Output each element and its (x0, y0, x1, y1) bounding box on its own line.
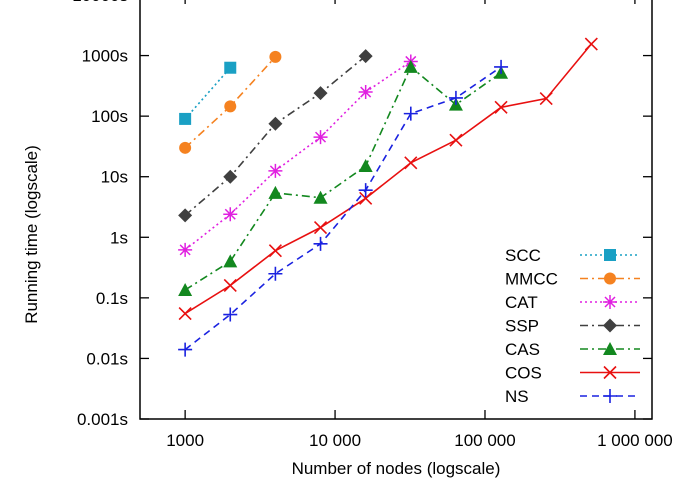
data-point-ns (313, 236, 328, 251)
data-point-ssp (268, 116, 283, 131)
legend-item-scc: SCC (505, 246, 640, 265)
legend-marker-ssp (603, 318, 617, 333)
data-point-cos (268, 244, 282, 258)
legend-label: SSP (505, 317, 539, 336)
data-point-cat (178, 242, 193, 257)
data-point-mmcc (224, 100, 237, 113)
plot-frame (139, 0, 653, 420)
legend-marker-cas (603, 342, 617, 355)
legend-item-ssp: SSP (505, 317, 640, 336)
legend-label: CAT (505, 293, 538, 312)
data-point-cat (358, 85, 373, 100)
axis-ticks: 1000 10 000 100 000 1 000 000 0.001s 0.01s 0.1… (72, 0, 673, 450)
data-point-cos (404, 156, 418, 170)
y-tick-label: 1s (110, 228, 128, 247)
series-ns (178, 59, 509, 357)
legend-item-mmcc: MMCC (505, 270, 640, 289)
data-point-cos (584, 37, 598, 51)
y-tick-label: 0.001s (77, 410, 128, 429)
data-point-cat (223, 207, 238, 222)
data-point-cas (403, 59, 418, 73)
y-tick-label: 0.01s (86, 349, 128, 368)
legend-marker-scc (604, 249, 616, 261)
data-point-cat (313, 130, 328, 145)
legend-item-cas: CAS (505, 340, 640, 359)
data-point-cas (178, 282, 193, 296)
x-tick-label: 1000 (166, 431, 204, 450)
data-point-ssp (223, 169, 238, 184)
data-point-cos (313, 220, 328, 235)
series-line-cat (184, 60, 412, 251)
data-point-cos (359, 191, 373, 205)
legend-label: MMCC (505, 270, 558, 289)
legend-marker-mmcc (604, 272, 616, 285)
data-point-cas (268, 185, 283, 199)
data-point-cos (449, 133, 463, 147)
legend-marker-cat (603, 295, 617, 309)
data-point-ssp (358, 49, 373, 64)
data-point-ssp (313, 86, 328, 101)
data-point-ns (494, 59, 509, 74)
series-scc (179, 61, 237, 125)
legend: SCC MMCC CAT SSP CAS COS NS (505, 246, 640, 406)
data-point-ns (223, 307, 238, 322)
data-point-mmcc (179, 141, 192, 154)
y-tick-label: 10000s (72, 0, 128, 5)
y-tick-label: 10s (101, 168, 128, 187)
data-point-ns (448, 90, 463, 105)
data-point-mmcc (269, 50, 282, 63)
data-point-cas (313, 190, 328, 204)
series-line-scc (184, 67, 231, 120)
series-cat (178, 54, 418, 257)
series-cos (178, 37, 598, 321)
series-ssp (178, 49, 373, 223)
data-point-ssp (178, 208, 193, 223)
x-tick-label: 10 000 (309, 431, 361, 450)
data-point-cos (494, 100, 508, 114)
x-tick-label: 1 000 000 (597, 431, 673, 450)
series-line-cas (184, 65, 502, 291)
legend-item-cat: CAT (505, 293, 640, 312)
plot-series (178, 37, 598, 357)
legend-item-cos: COS (505, 364, 640, 383)
data-point-ns (178, 342, 193, 357)
data-point-scc (179, 112, 192, 125)
legend-marker-cos (603, 365, 617, 380)
series-line-ns (184, 66, 502, 351)
data-point-scc (224, 61, 237, 74)
legend-item-ns: NS (505, 387, 640, 406)
y-axis-label: Running time (logscale) (22, 145, 41, 324)
data-point-ns (403, 106, 418, 121)
legend-label: COS (505, 364, 542, 383)
data-point-ns (268, 266, 283, 281)
y-tick-label: 0.1s (96, 289, 128, 308)
y-tick-label: 1000s (82, 47, 128, 66)
legend-label: SCC (505, 246, 541, 265)
series-line-cos (184, 43, 592, 315)
data-point-cas (358, 159, 373, 173)
legend-label: NS (505, 387, 529, 406)
legend-label: CAS (505, 340, 540, 359)
data-point-cos (178, 307, 192, 321)
series-mmcc (179, 50, 282, 154)
data-point-cos (223, 278, 237, 293)
data-point-ns (358, 183, 373, 198)
legend-marker-ns (603, 389, 617, 403)
data-point-cat (268, 163, 283, 178)
y-tick-label: 100s (91, 107, 128, 126)
x-axis-label: Number of nodes (logscale) (292, 459, 501, 478)
data-point-cos (539, 92, 553, 106)
data-point-cas (223, 254, 238, 268)
x-tick-label: 100 000 (454, 431, 515, 450)
